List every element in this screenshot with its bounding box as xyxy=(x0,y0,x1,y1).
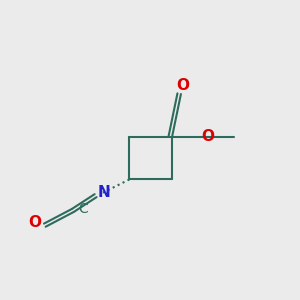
Text: N: N xyxy=(98,185,111,200)
Text: O: O xyxy=(201,129,214,144)
Text: C: C xyxy=(78,202,88,216)
Text: O: O xyxy=(176,78,189,93)
Text: O: O xyxy=(28,214,41,230)
